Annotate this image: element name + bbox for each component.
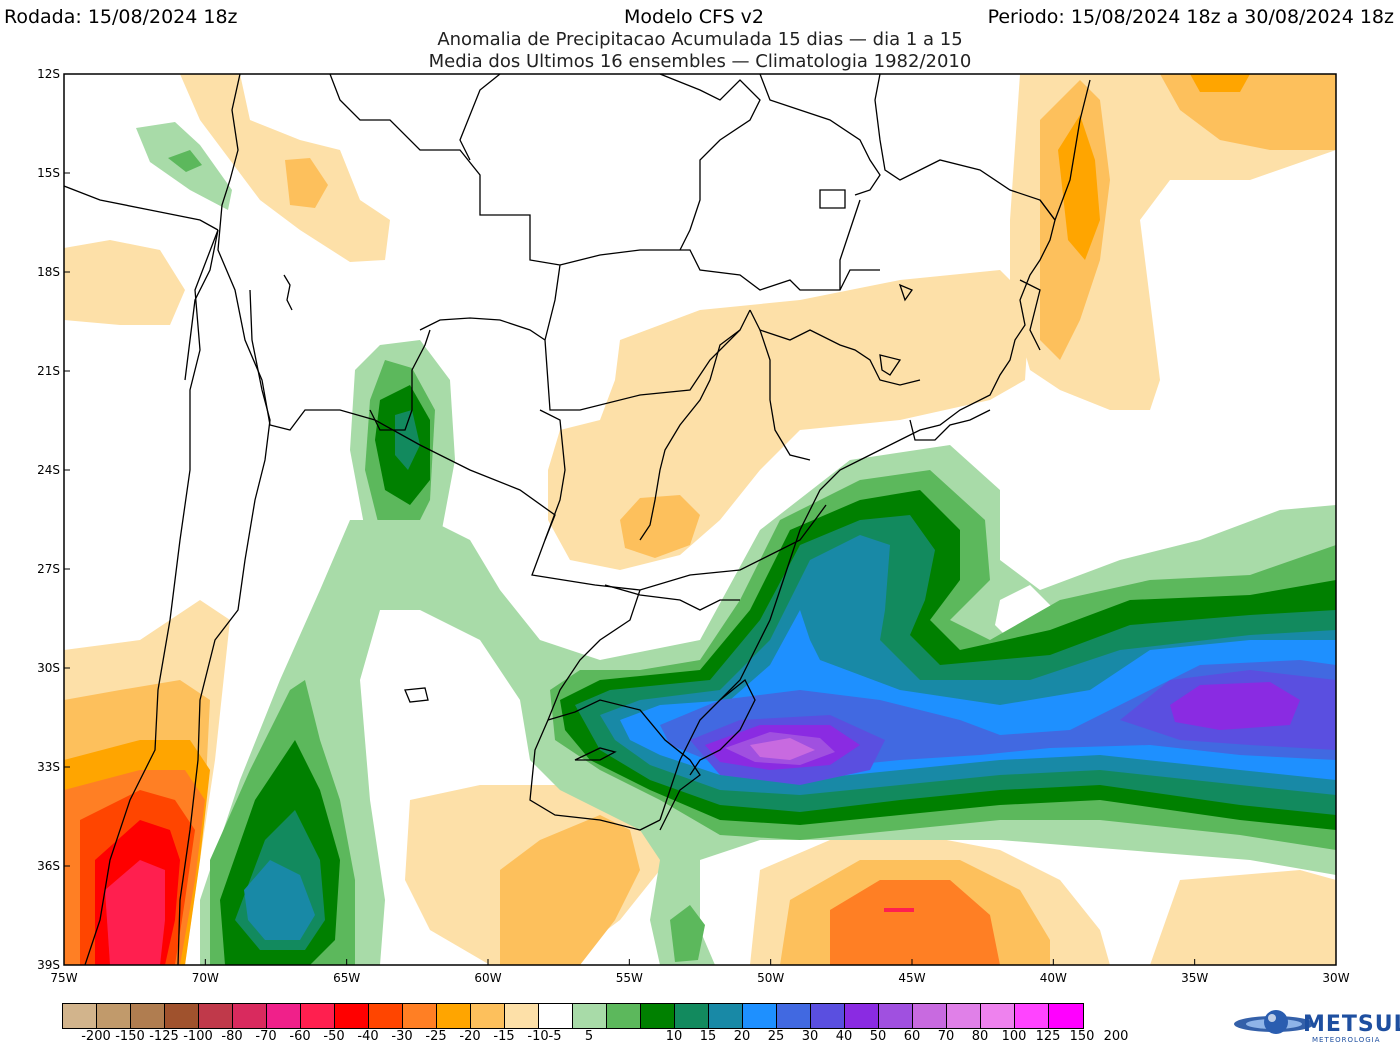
legend-swatch — [471, 1004, 505, 1028]
legend-swatch — [607, 1004, 641, 1028]
legend-swatch — [63, 1004, 97, 1028]
lat-tick-label: 24S — [37, 463, 60, 477]
legend-swatch — [267, 1004, 301, 1028]
legend-label: 10 — [665, 1029, 683, 1044]
lon-tick-label: 55W — [616, 971, 643, 985]
legend-label: -200 — [81, 1029, 111, 1044]
anomaly-field — [64, 74, 1336, 965]
dry-region-central-brazil — [548, 270, 1030, 570]
legend-swatch — [1049, 1004, 1083, 1028]
lat-tick-label: 12S — [37, 67, 60, 81]
dry-region-northwest — [180, 74, 390, 262]
legend-label: 20 — [733, 1029, 751, 1044]
color-scale-legend — [62, 1003, 1084, 1029]
legend-swatch — [335, 1004, 369, 1028]
legend-swatch — [811, 1004, 845, 1028]
legend-swatch — [709, 1004, 743, 1028]
legend-label: -10 — [527, 1029, 549, 1044]
precipitation-anomaly-map: 12S 15S 18S 21S 24S 27S 30S 33S 36S 39S 75W 70W 65W… — [37, 67, 1350, 985]
lon-tick-label: 45W — [898, 971, 925, 985]
legend-swatch — [505, 1004, 539, 1028]
legend-swatch — [947, 1004, 981, 1028]
legend-swatch — [641, 1004, 675, 1028]
lon-tick-label: 40W — [1040, 971, 1067, 985]
legend-label: 30 — [801, 1029, 819, 1044]
legend-swatch — [403, 1004, 437, 1028]
legend-label: 150 — [1069, 1029, 1095, 1044]
legend-swatch — [369, 1004, 403, 1028]
legend-label: -40 — [357, 1029, 379, 1044]
legend-swatch — [573, 1004, 607, 1028]
model-label: Modelo CFS v2 — [624, 6, 765, 28]
legend-label: -70 — [255, 1029, 277, 1044]
legend-label: 40 — [835, 1029, 853, 1044]
legend-label: -60 — [289, 1029, 311, 1044]
lat-tick-label: 36S — [37, 859, 60, 873]
legend-swatch — [1015, 1004, 1049, 1028]
longitude-axis: 75W 70W 65W 60W 55W 50W 45W 40W 35W 30W — [50, 959, 1350, 985]
legend-swatch — [437, 1004, 471, 1028]
legend-swatch — [301, 1004, 335, 1028]
legend-swatch — [777, 1004, 811, 1028]
metsul-logo-subtext: METEOROLOGIA — [1312, 1036, 1381, 1044]
lon-tick-label: 60W — [474, 971, 501, 985]
legend-label: -25 — [425, 1029, 447, 1044]
color-scale-labels: -200 -150 -125 -100 -80 -70 -60 -50 -40 -30 -25 -20… — [62, 1029, 1182, 1047]
lat-tick-label: 15S — [37, 166, 60, 180]
lon-tick-label: 75W — [50, 971, 77, 985]
legend-label: -50 — [323, 1029, 345, 1044]
legend-swatch — [199, 1004, 233, 1028]
legend-swatch — [879, 1004, 913, 1028]
legend-label: 15 — [699, 1029, 717, 1044]
legend-swatch — [743, 1004, 777, 1028]
subtitle-line-1: Anomalia de Precipitacao Acumulada 15 di… — [437, 29, 963, 50]
dry-region-west — [64, 240, 185, 325]
legend-swatch — [97, 1004, 131, 1028]
legend-label: 70 — [937, 1029, 955, 1044]
lat-tick-label: 30S — [37, 661, 60, 675]
legend-label: -15 — [493, 1029, 515, 1044]
lat-tick-label: 21S — [37, 364, 60, 378]
legend-swatch — [913, 1004, 947, 1028]
lat-tick-label: 33S — [37, 760, 60, 774]
legend-label: 25 — [767, 1029, 785, 1044]
legend-label: -100 — [183, 1029, 213, 1044]
legend-label: -5 — [548, 1029, 562, 1044]
metsul-logo-text: METSUL — [1303, 1012, 1400, 1037]
legend-label: 200 — [1103, 1029, 1129, 1044]
legend-label: 80 — [971, 1029, 989, 1044]
legend-label: 50 — [869, 1029, 887, 1044]
legend-label: -20 — [459, 1029, 481, 1044]
latitude-axis: 12S 15S 18S 21S 24S 27S 30S 33S 36S 39S — [37, 67, 70, 972]
legend-label: -125 — [149, 1029, 179, 1044]
lon-tick-label: 50W — [757, 971, 784, 985]
metsul-logo — [1234, 1010, 1314, 1034]
legend-label: 60 — [903, 1029, 921, 1044]
lon-tick-label: 70W — [192, 971, 219, 985]
boundaries — [64, 74, 1091, 965]
legend-label: 100 — [1001, 1029, 1027, 1044]
lat-tick-label: 18S — [37, 265, 60, 279]
lon-tick-label: 35W — [1181, 971, 1208, 985]
subtitle-line-2: Media dos Ultimos 16 ensembles — Climato… — [428, 51, 972, 72]
lat-tick-label: 39S — [37, 958, 60, 972]
lat-tick-label: 27S — [37, 562, 60, 576]
legend-label: -80 — [221, 1029, 243, 1044]
legend-label: -150 — [115, 1029, 145, 1044]
legend-swatch — [165, 1004, 199, 1028]
legend-swatch — [675, 1004, 709, 1028]
legend-label: 5 — [584, 1029, 594, 1044]
legend-swatch — [981, 1004, 1015, 1028]
legend-label: 125 — [1035, 1029, 1061, 1044]
period-label: Periodo: 15/08/2024 18z a 30/08/2024 18z — [987, 6, 1394, 28]
lon-tick-label: 65W — [333, 971, 360, 985]
legend-swatch — [233, 1004, 267, 1028]
lon-tick-label: 30W — [1322, 971, 1349, 985]
legend-swatch — [539, 1004, 573, 1028]
run-label: Rodada: 15/08/2024 18z — [4, 6, 238, 28]
legend-swatch — [845, 1004, 879, 1028]
legend-label: -30 — [391, 1029, 413, 1044]
legend-swatch — [131, 1004, 165, 1028]
